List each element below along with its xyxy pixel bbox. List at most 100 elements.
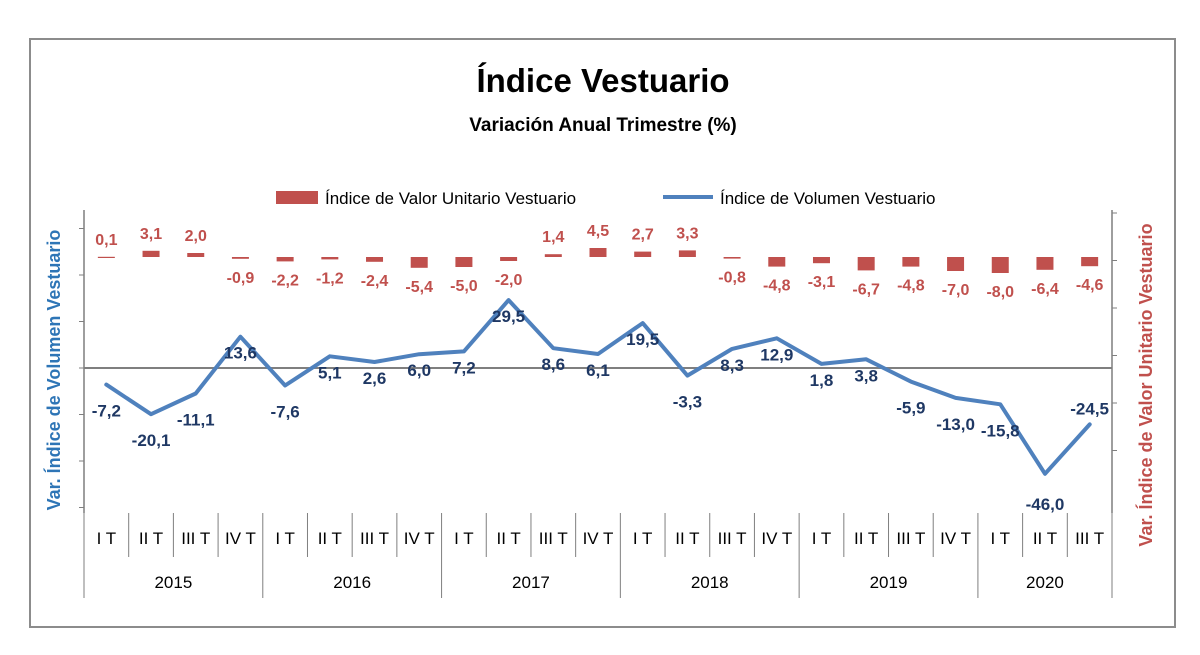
- bar: [902, 257, 920, 267]
- line-label: 2,6: [363, 369, 387, 388]
- bar-label: -7,0: [942, 282, 970, 299]
- axes: [79, 210, 1117, 513]
- year-label: 2020: [1026, 573, 1064, 592]
- line-label: -24,5: [1070, 399, 1109, 418]
- line-label: -13,0: [936, 415, 975, 434]
- bar-label: -4,8: [897, 278, 925, 295]
- bar-series: [97, 248, 1099, 273]
- bar: [991, 257, 1009, 273]
- bar: [276, 257, 294, 262]
- line-label: 5,1: [318, 363, 342, 382]
- bar: [723, 257, 741, 259]
- line-label: 7,2: [452, 358, 476, 377]
- bar: [812, 257, 830, 264]
- category-label: IV T: [404, 529, 435, 548]
- bar: [634, 251, 652, 257]
- category-label: II T: [139, 529, 163, 548]
- bar-label: -0,9: [227, 270, 255, 287]
- bar-label: -8,0: [986, 284, 1014, 301]
- bar-label: 0,1: [95, 232, 117, 249]
- category-label: IV T: [761, 529, 792, 548]
- bar: [857, 257, 875, 271]
- line-label: 12,9: [760, 345, 793, 364]
- bar: [1036, 257, 1054, 270]
- line-label: 8,6: [541, 355, 565, 374]
- line-label: 1,8: [810, 371, 834, 390]
- bar-label: 2,7: [632, 227, 654, 244]
- category-label: IV T: [583, 529, 614, 548]
- bar: [97, 256, 115, 258]
- category-label: III T: [718, 529, 747, 548]
- bar-label: -5,4: [405, 279, 433, 296]
- category-label: III T: [539, 529, 568, 548]
- bar: [589, 248, 607, 257]
- line-label: -15,8: [981, 421, 1020, 440]
- line-label: -20,1: [132, 431, 171, 450]
- line-label: 29,5: [492, 307, 525, 326]
- bar-label: -3,1: [808, 274, 836, 291]
- bar-label: -2,2: [271, 272, 299, 289]
- category-label: I T: [812, 529, 832, 548]
- bar-label: 4,5: [587, 223, 609, 240]
- legend: Índice de Valor Unitario Vestuario Índic…: [276, 189, 935, 208]
- bar: [455, 257, 473, 267]
- line-label: 13,6: [224, 344, 257, 363]
- category-label: II T: [675, 529, 699, 548]
- bar-label: -6,4: [1031, 281, 1059, 298]
- category-label: II T: [496, 529, 520, 548]
- legend-label-line: Índice de Volumen Vestuario: [720, 189, 935, 208]
- category-label: II T: [318, 529, 342, 548]
- bar-label: 2,0: [185, 228, 207, 245]
- bar: [500, 257, 518, 261]
- line-label: -7,2: [92, 402, 121, 421]
- year-label: 2017: [512, 573, 550, 592]
- bar: [1081, 257, 1099, 267]
- category-label: I T: [97, 529, 117, 548]
- bar-label: -4,8: [763, 278, 791, 295]
- category-label: III T: [181, 529, 210, 548]
- line-label: 6,0: [407, 361, 431, 380]
- line-series: [104, 298, 1092, 476]
- bar: [142, 250, 160, 257]
- line-label: -46,0: [1026, 495, 1065, 514]
- bar: [544, 254, 562, 257]
- bar-label: -2,4: [361, 273, 389, 290]
- line-label: 6,1: [586, 361, 610, 380]
- line-label: -11,1: [177, 411, 215, 430]
- bar: [366, 257, 384, 262]
- bar-label: -0,8: [718, 270, 746, 287]
- category-axis: I T II T III T IV T I T II T III T IV T I T II T I…: [83, 513, 1113, 598]
- year-label: 2019: [870, 573, 908, 592]
- category-label: III T: [1075, 529, 1104, 548]
- y-axis-right-title: Var. Índice de Valor Unitario Vestuario: [1135, 223, 1156, 546]
- y-axis-left-title: Var. Índice de Volumen Vestuario: [43, 230, 64, 511]
- bar: [410, 257, 428, 268]
- bar-label: -4,6: [1076, 277, 1104, 294]
- bar-label: -5,0: [450, 278, 478, 295]
- line-label: 8,3: [720, 356, 744, 375]
- year-label: 2016: [333, 573, 371, 592]
- category-label: IV T: [225, 529, 256, 548]
- bar: [187, 253, 205, 257]
- line-label: -7,6: [270, 402, 299, 421]
- bar-labels: 0,1 3,1 2,0 -0,9 -2,2 -1,2 -2,4 -5,4 -5,0 -2,0 1,4…: [95, 223, 1103, 301]
- bar-label: -6,7: [852, 281, 880, 298]
- bar-label: -2,0: [495, 272, 523, 289]
- chart-title: Índice Vestuario: [476, 62, 729, 99]
- bar: [321, 257, 339, 260]
- chart-subtitle: Variación Anual Trimestre (%): [469, 115, 737, 136]
- category-label: I T: [275, 529, 295, 548]
- chart-frame: [29, 38, 1176, 628]
- line-labels: -7,2 -20,1 -11,1 13,6 -7,6 5,1 2,6 6,0 7,2 29,5 8,…: [92, 307, 1109, 514]
- bar-label: 3,3: [676, 225, 698, 242]
- category-label: I T: [633, 529, 653, 548]
- volume-line: [104, 298, 1092, 476]
- bar-label: 3,1: [140, 226, 162, 243]
- bar: [768, 257, 786, 267]
- category-label: II T: [1033, 529, 1057, 548]
- category-label: II T: [854, 529, 878, 548]
- category-label: III T: [896, 529, 925, 548]
- bar-label: 1,4: [542, 229, 564, 246]
- line-label: 3,8: [854, 366, 878, 385]
